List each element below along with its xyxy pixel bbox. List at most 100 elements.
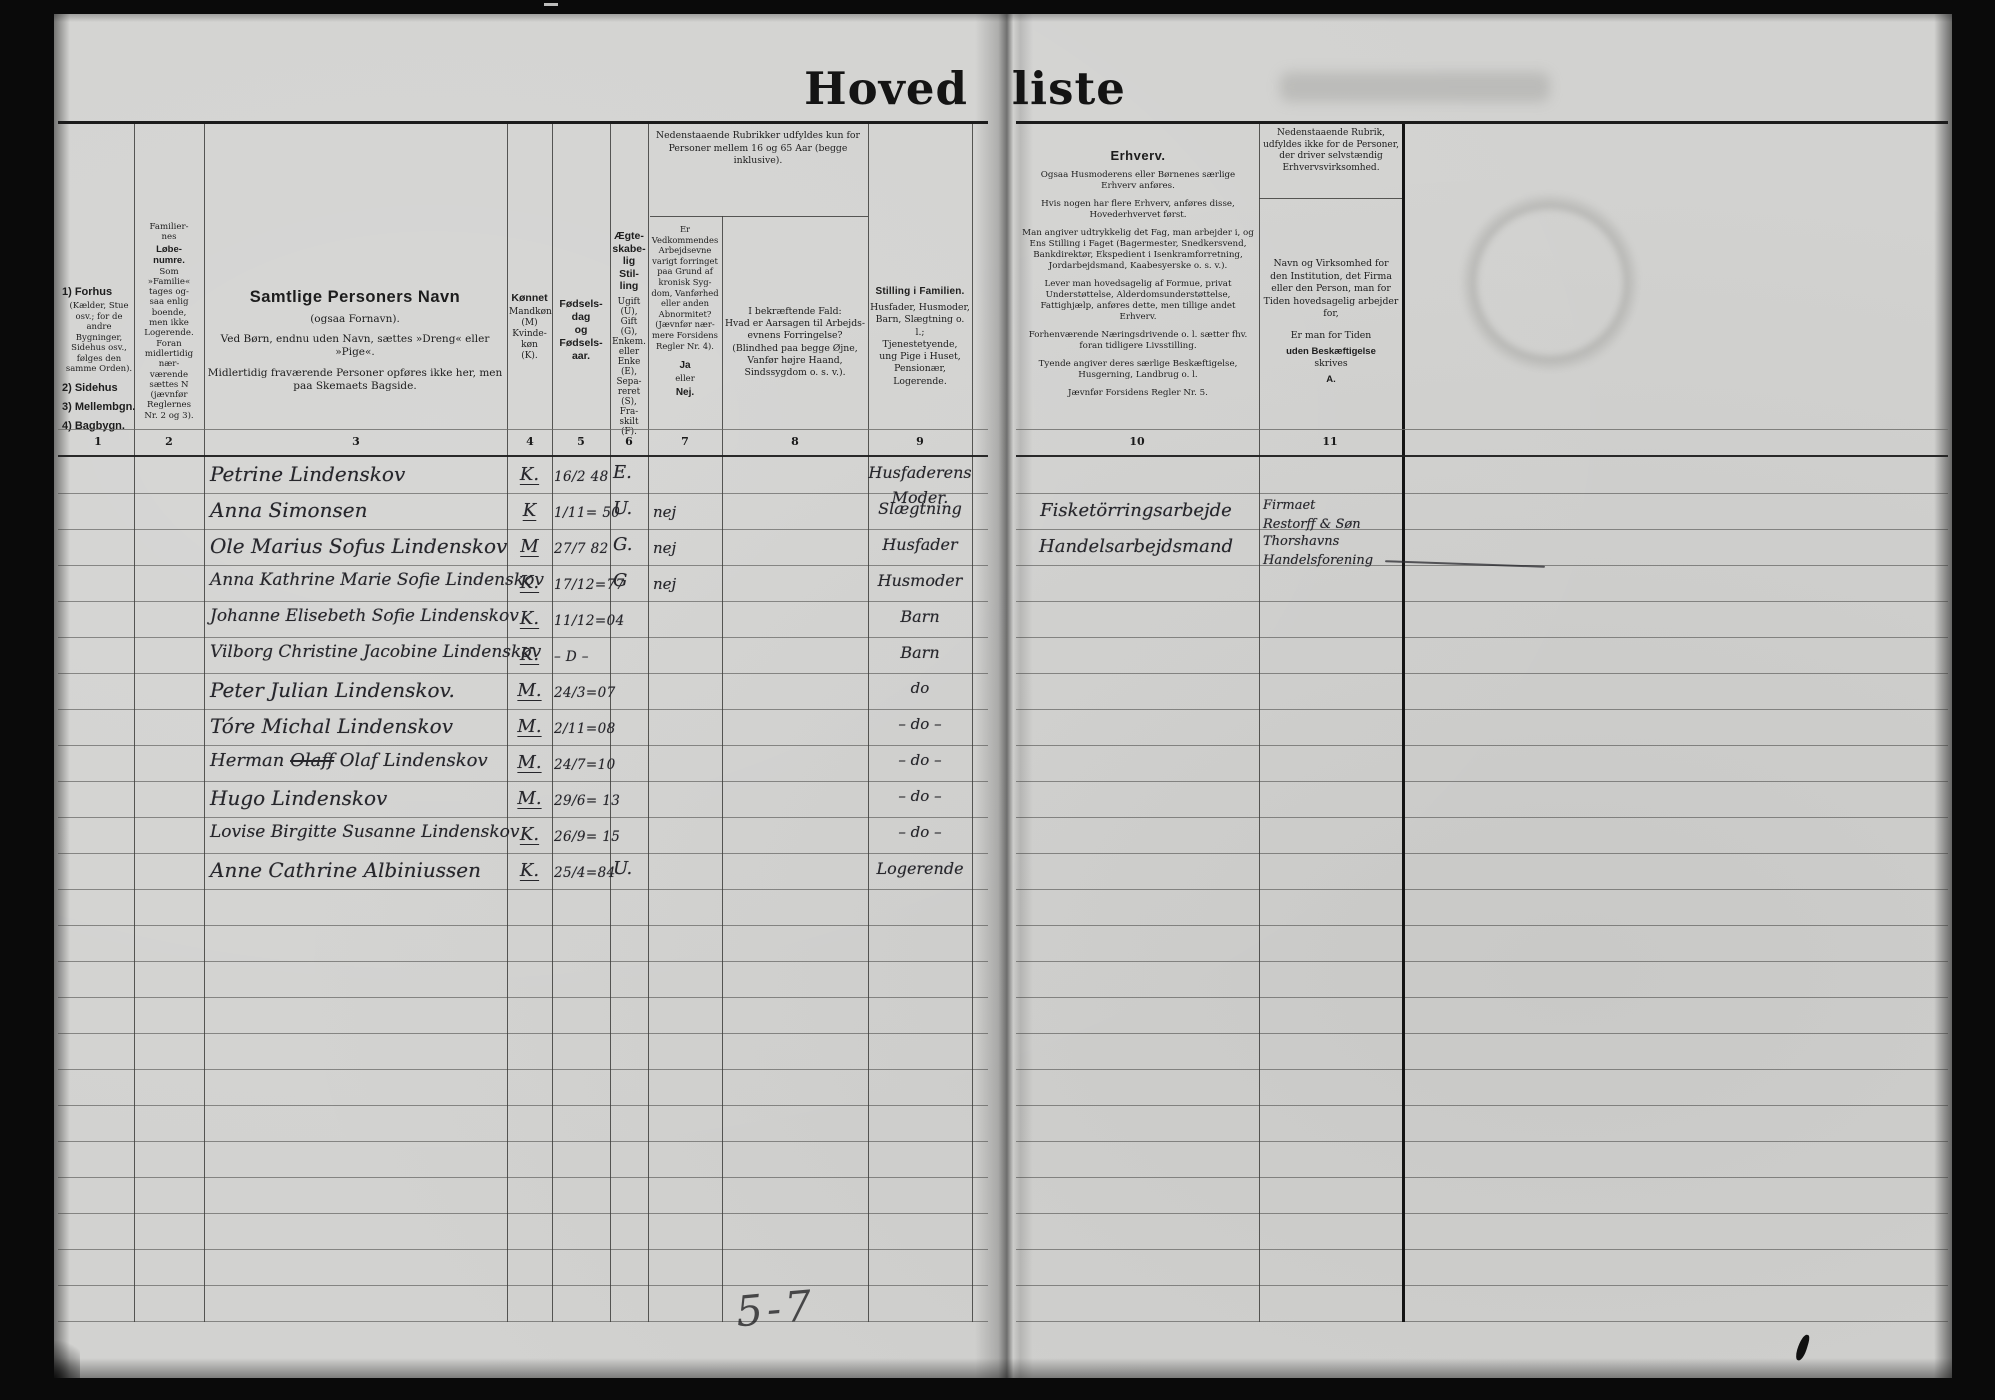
header-lines: Husfader, Husmoder, Barn, Slægtning o. l.…	[870, 302, 970, 387]
family-position-line: – do –	[898, 823, 942, 841]
entry-work-ability: nej	[653, 503, 677, 521]
column-number-7: 7	[681, 435, 689, 448]
grid-line	[1016, 455, 1948, 457]
entry-birthdate: 27/7 82	[554, 541, 609, 557]
grid-line	[868, 121, 869, 1322]
column-header-forhus: 1) Forhus (Kælder, Stue osv.; for de and…	[62, 286, 136, 432]
entry-family-position: – do –	[868, 712, 972, 737]
column-header-aegteskabelig-stilling: Ægte-skabe-lig Stil-ling Ugift (U), Gift (G)…	[611, 230, 647, 437]
family-position-line: Barn	[900, 607, 940, 626]
entry-birthdate: 24/7=10	[554, 757, 616, 773]
entry-sex: K.	[519, 824, 540, 845]
entry-name: Anna Simonsen	[210, 498, 368, 522]
employer-line: Restorff & Søn	[1263, 517, 1361, 532]
entry-marital-status: E.	[613, 462, 632, 483]
entry-birthdate: 29/6= 13	[554, 793, 621, 809]
title-word: liste	[1011, 62, 1126, 115]
column-header-konnet: Kønnet Mandkøn (M) Kvinde-køn (K).	[509, 292, 552, 362]
entry-sex: K.	[519, 608, 540, 629]
header-item: 4) Bagbygn.	[62, 419, 125, 432]
header-ja: Ja	[679, 360, 691, 372]
grid-line	[1259, 198, 1402, 199]
header-sub: (ogsaa Fornavn).	[310, 313, 400, 325]
entry-sex: K	[522, 500, 537, 521]
family-position-line: Moder.	[891, 488, 949, 507]
entry-name: Vilborg Christine Jacobine Lindenskov	[210, 642, 542, 662]
header-lines: Fødsels-dag og Fødsels-aar.	[559, 298, 603, 362]
family-position-line: Husmoder	[877, 571, 963, 590]
header-title: Samtlige Personers Navn	[249, 288, 461, 306]
entry-name: Petrine Lindenskov	[210, 462, 406, 486]
ruled-lines-left-page	[58, 458, 988, 1322]
employer-line: Thorshavns	[1263, 534, 1340, 549]
family-position-line: Husfaderens	[868, 463, 972, 482]
header-note: (Kælder, Stue osv.; for de andre Bygning…	[65, 301, 133, 374]
grid-line	[610, 121, 611, 1322]
header-lines: Mandkøn (M) Kvinde-køn (K).	[509, 307, 552, 361]
entry-work-ability: nej	[653, 539, 677, 557]
entry-name: Herman Olaff Olaf Lindenskov	[210, 750, 488, 771]
family-position-line: Logerende	[876, 859, 964, 878]
entry-birthdate: 25/4=84	[554, 865, 616, 881]
family-position-line: Husfader	[882, 535, 958, 554]
entry-employer: Firmaet Restorff & Søn	[1263, 496, 1361, 534]
entry-family-position: – do –	[868, 784, 972, 809]
entry-family-position: – do –	[868, 820, 972, 845]
entry-name: Peter Julian Lindenskov.	[210, 678, 455, 702]
header-paragraph: Midlertidig fraværende Personer opføres …	[207, 367, 503, 392]
entry-name: Ole Marius Sofus Lindenskov	[210, 534, 508, 558]
header-lines: Familier-nes	[149, 222, 189, 243]
column-number-4: 4	[526, 435, 534, 448]
header-lines: Ugift (U), Gift (G), Enkem. eller Enke (E), Sepa…	[612, 296, 646, 437]
struck-name-part: Olaff	[290, 750, 335, 771]
entry-birthdate: 26/9= 15	[554, 829, 621, 845]
header-alt: Er man for Tiden	[1290, 329, 1372, 341]
grid-line	[1259, 121, 1260, 1322]
entry-employer: Thorshavns Handelsforening	[1263, 532, 1373, 570]
entry-birthdate: 24/3=07	[554, 685, 616, 701]
header-paragraph: Ved Børn, endnu uden Navn, sættes »Dreng…	[220, 333, 490, 358]
grid-line	[507, 121, 508, 1322]
grid-line	[58, 121, 988, 124]
entry-family-position: Barn	[868, 640, 972, 665]
header-item: 3) Mellembgn.	[62, 400, 136, 413]
entry-birthdate: 17/12=77	[554, 577, 625, 593]
entry-family-position: Husmoder	[868, 568, 972, 593]
grid-line	[1402, 121, 1405, 1322]
column-header-navn: Samtlige Personers Navn (ogsaa Fornavn).…	[206, 288, 504, 393]
paper-corner-shadow	[54, 1330, 80, 1378]
entry-birthdate: 2/11=08	[554, 721, 616, 737]
column-number-11: 11	[1322, 435, 1338, 448]
grid-line	[650, 216, 868, 217]
header-eller: eller	[675, 373, 695, 384]
entry-birthdate: 1/11= 50	[554, 505, 621, 521]
entry-sex: K.	[519, 464, 540, 485]
ruled-lines-right-page	[1016, 458, 1948, 1322]
grid-line	[1016, 121, 1948, 124]
family-position-line: Barn	[900, 643, 940, 662]
entry-name: Hugo Lindenskov	[210, 786, 388, 810]
entry-family-position: Husfader	[868, 532, 972, 557]
employer-line: Firmaet	[1263, 498, 1316, 513]
entry-family-position: Slægtning	[868, 496, 972, 521]
family-position-line: – do –	[898, 787, 942, 805]
entry-birthdate: 11/12=04	[554, 613, 625, 629]
column-header-fodselsdag: Fødsels-dag og Fødsels-aar.	[554, 298, 608, 363]
name-part: Herman	[210, 750, 291, 771]
grid-line	[58, 429, 988, 430]
entry-sex: M.	[517, 716, 542, 737]
column-number-6: 6	[625, 435, 633, 448]
header-lines: Er Vedkommendes Arbejdsevne varigt forringe…	[651, 224, 719, 351]
column-header-erhverv: Erhverv. Ogsaa Husmoderens eller Børnene…	[1022, 148, 1254, 399]
entry-sex: K.	[519, 572, 540, 593]
grid-line	[204, 121, 205, 1322]
grid-line	[552, 121, 553, 1322]
header-lines: Navn og Virksomhed for den Institution, d…	[1263, 258, 1399, 320]
entry-family-position: – do –	[868, 748, 972, 773]
column-number-1: 1	[94, 435, 102, 448]
entry-marital-status: U.	[613, 858, 633, 879]
entry-birthdate: 16/2 48	[554, 469, 609, 485]
entry-sex: M	[520, 536, 539, 557]
header-title: Stilling i Familien.	[875, 286, 965, 297]
entry-family-position: Husfaderens Moder.	[868, 460, 972, 510]
